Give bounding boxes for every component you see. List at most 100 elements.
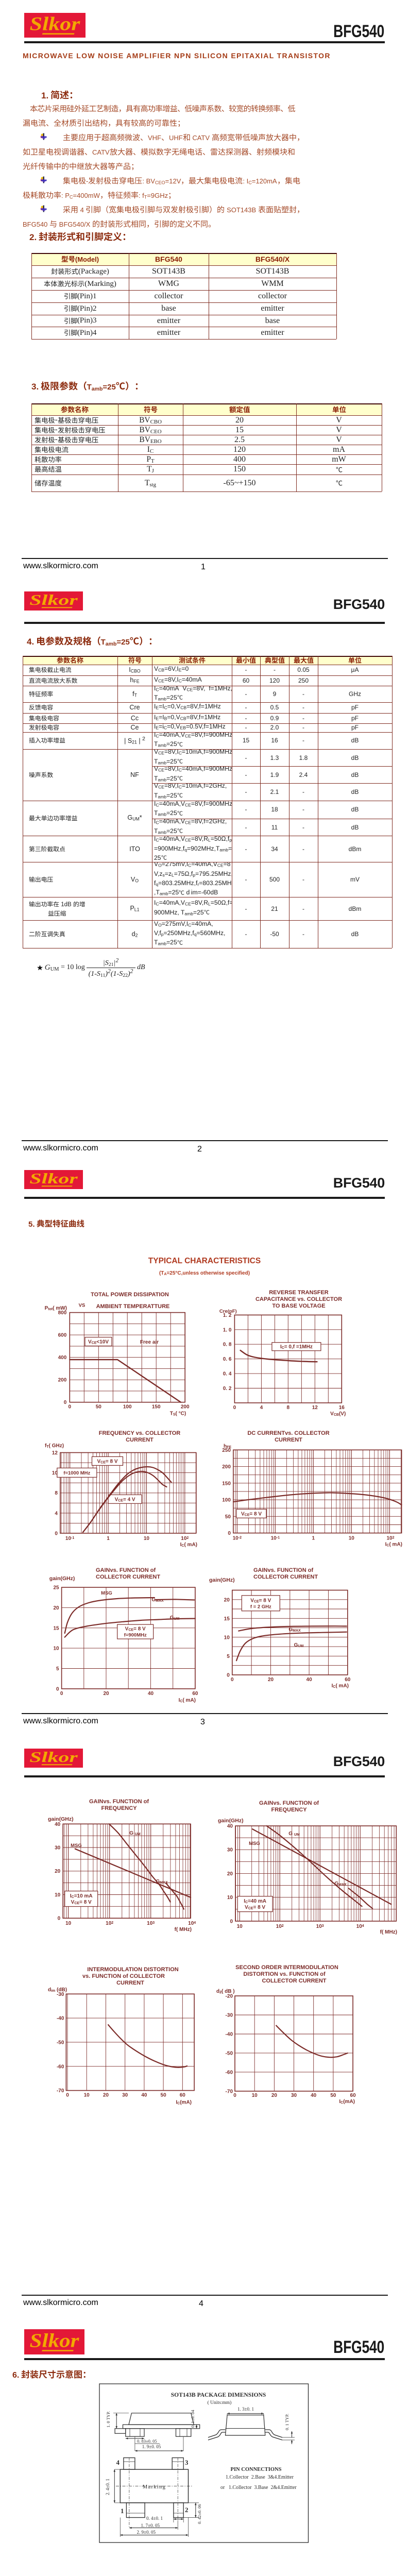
svg-text:1: 1 <box>121 2507 124 2515</box>
svg-text:12: 12 <box>52 1450 58 1456</box>
svg-text:Marking: Marking <box>143 2484 166 2490</box>
svg-text:CURRENT: CURRENT <box>126 1437 154 1443</box>
svg-text:0. 6: 0. 6 <box>223 1357 232 1362</box>
svg-text:3: 3 <box>185 2459 189 2466</box>
svg-text:20: 20 <box>103 2093 109 2098</box>
svg-text:Slkor: Slkor <box>30 14 80 35</box>
svg-text:10: 10 <box>52 1470 58 1476</box>
svg-text:0: 0 <box>230 1919 233 1924</box>
svg-text:2. 4±0. 1: 2. 4±0. 1 <box>105 2479 110 2495</box>
svg-text:0: 0 <box>233 2093 236 2098</box>
svg-text:IC=40 mA: IC=40 mA <box>244 1899 266 1904</box>
svg-text:12: 12 <box>312 1405 318 1411</box>
svg-text:8: 8 <box>287 1405 290 1411</box>
svg-text:10: 10 <box>237 1924 243 1929</box>
svg-text:GMAX: GMAX <box>334 1881 347 1887</box>
svg-text:COLLECTOR CURRENT: COLLECTOR CURRENT <box>253 1574 318 1580</box>
svg-text:G UM: G UM <box>129 1831 141 1836</box>
svg-text:TS( °C): TS( °C) <box>170 1411 186 1417</box>
svg-text:40: 40 <box>148 1691 154 1697</box>
svg-text:102: 102 <box>386 1536 394 1541</box>
svg-text:Ptot( mW): Ptot( mW) <box>45 1306 67 1311</box>
svg-text:40: 40 <box>306 1677 313 1683</box>
svg-text:1.Collector 2.Base 3&4.Emitt: 1.Collector 2.Base 3&4.Emitter <box>226 2475 294 2480</box>
svg-text:-60: -60 <box>57 2064 64 2070</box>
svg-text:5: 5 <box>56 1666 59 1672</box>
svg-text:GMAX: GMAX <box>156 1879 168 1885</box>
svg-text:FREQUENCY vs. COLLECTOR: FREQUENCY vs. COLLECTOR <box>99 1430 181 1436</box>
svg-text:vs. FUNCTION of COLLECTOR: vs. FUNCTION of COLLECTOR <box>82 1973 165 1979</box>
svg-text:102: 102 <box>181 1536 189 1541</box>
svg-text:1. 2: 1. 2 <box>223 1313 232 1318</box>
svg-text:102: 102 <box>276 1924 284 1929</box>
svg-text:-50: -50 <box>226 2050 233 2056</box>
svg-text:30: 30 <box>291 2093 297 2098</box>
svg-text:PIN CONNECTIONS: PIN CONNECTIONS <box>231 2467 282 2472</box>
svg-text:10-1: 10-1 <box>271 1536 280 1541</box>
svg-text:DISTORTION vs. FUNCTION of: DISTORTION vs. FUNCTION of <box>243 1971 326 1977</box>
svg-text:-30: -30 <box>226 2013 233 2019</box>
svg-text:10: 10 <box>53 1646 59 1652</box>
svg-text:60: 60 <box>350 2093 356 2098</box>
svg-text:0: 0 <box>233 1405 236 1411</box>
svg-text:CAPACITANCE vs. COLLECTOR: CAPACITANCE vs. COLLECTOR <box>255 1296 342 1302</box>
svg-text:VCE= 8 V: VCE= 8 V <box>97 1459 117 1464</box>
svg-text:IC( mA): IC( mA) <box>385 1542 402 1548</box>
svg-text:1. 3±0. 1: 1. 3±0. 1 <box>237 2406 254 2412</box>
svg-text:50: 50 <box>330 2093 336 2098</box>
svg-text:f=900MHz: f=900MHz <box>124 1633 147 1638</box>
svg-text:gain(GHz): gain(GHz) <box>49 1575 75 1582</box>
svg-text:GUM: GUM <box>294 1642 304 1648</box>
svg-text:30: 30 <box>122 2093 128 2098</box>
svg-text:SOT143B PACKAGE DIMENSIONS: SOT143B PACKAGE DIMENSIONS <box>171 2392 266 2398</box>
svg-text:-40: -40 <box>226 2032 233 2038</box>
svg-text:IC(mA): IC(mA) <box>339 2099 355 2105</box>
svg-text:0. 1±0. 04: 0. 1±0. 04 <box>190 2410 195 2428</box>
svg-text:25: 25 <box>53 1585 59 1591</box>
svg-text:GMAX: GMAX <box>151 1597 164 1603</box>
svg-text:-30: -30 <box>57 1992 64 1997</box>
svg-text:VCE= 8 V: VCE= 8 V <box>241 1511 262 1517</box>
svg-text:60: 60 <box>180 2093 186 2098</box>
svg-text:10: 10 <box>65 1921 72 1926</box>
svg-text:FREQUENCY: FREQUENCY <box>271 1807 307 1813</box>
svg-text:400: 400 <box>58 1355 67 1361</box>
svg-text:CURRENT: CURRENT <box>275 1437 302 1443</box>
svg-text:600: 600 <box>58 1333 67 1338</box>
svg-text:0. 1 TYP.: 0. 1 TYP. <box>284 2414 289 2430</box>
svg-text:GAINvs. FUNCTION of: GAINvs. FUNCTION of <box>253 1567 313 1573</box>
svg-text:IC(mA): IC(mA) <box>176 2100 192 2106</box>
svg-text:gain(GHz): gain(GHz) <box>48 1816 74 1822</box>
svg-text:IC( mA): IC( mA) <box>180 1542 197 1548</box>
svg-text:REVERSE TRANSFER: REVERSE TRANSFER <box>269 1290 329 1296</box>
svg-text:10: 10 <box>252 2093 258 2098</box>
svg-text:800: 800 <box>58 1310 67 1316</box>
svg-text:1. 7±0. 05: 1. 7±0. 05 <box>141 2523 160 2528</box>
svg-text:fT( GHz): fT( GHz) <box>45 1443 64 1449</box>
svg-text:-70: -70 <box>57 2088 64 2094</box>
svg-text:gain(GHz): gain(GHz) <box>218 1818 244 1824</box>
svg-text:15: 15 <box>53 1625 59 1631</box>
svg-text:VCE= 8 V: VCE= 8 V <box>250 1598 271 1603</box>
svg-text:40: 40 <box>55 1822 61 1827</box>
svg-text:VCE= 4 V: VCE= 4 V <box>115 1497 135 1502</box>
svg-text:-60: -60 <box>226 2070 233 2075</box>
svg-text:20: 20 <box>224 1597 230 1603</box>
svg-text:COLLECTOR CURRENT: COLLECTOR CURRENT <box>262 1978 326 1984</box>
svg-text:VS: VS <box>79 1303 86 1309</box>
svg-text:G UM: G UM <box>288 1831 300 1837</box>
svg-text:10: 10 <box>144 1536 150 1541</box>
svg-text:0: 0 <box>58 1916 61 1922</box>
svg-text:0: 0 <box>228 1531 231 1536</box>
svg-text:TO BASE VOLTAGE: TO BASE VOLTAGE <box>272 1303 325 1309</box>
svg-text:10: 10 <box>227 1895 233 1901</box>
svg-text:Cre(pF): Cre(pF) <box>219 1309 237 1314</box>
svg-text:200: 200 <box>58 1378 67 1383</box>
svg-text:f( MHz): f( MHz) <box>380 1929 397 1935</box>
svg-text:5: 5 <box>227 1654 230 1659</box>
svg-text:CURRENT: CURRENT <box>116 1980 144 1986</box>
svg-text:SECOND ORDER INTERMODULATION: SECOND ORDER INTERMODULATION <box>235 1964 338 1971</box>
svg-text:IC( mA): IC( mA) <box>332 1683 349 1689</box>
svg-text:104: 104 <box>356 1924 364 1929</box>
svg-text:-20: -20 <box>226 1994 233 1999</box>
